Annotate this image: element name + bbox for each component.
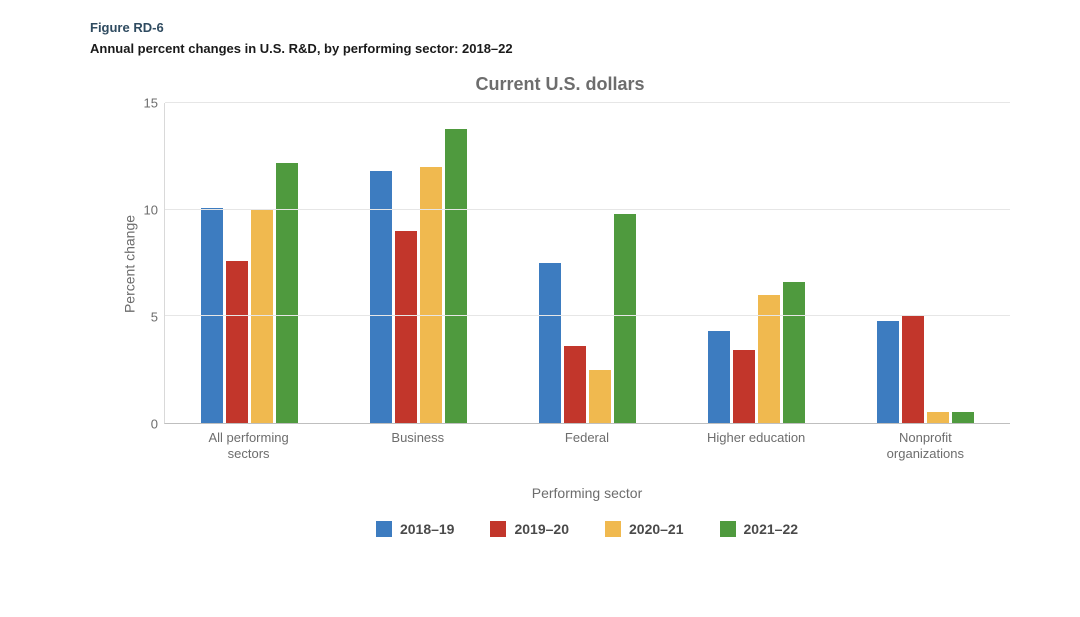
legend-swatch: [490, 521, 506, 537]
legend-swatch: [720, 521, 736, 537]
legend-label: 2020–21: [629, 521, 684, 537]
y-tick: 10: [144, 203, 158, 218]
y-tick: 0: [151, 417, 158, 432]
y-tick: 5: [151, 310, 158, 325]
y-tick: 15: [144, 96, 158, 111]
bar-group: [201, 163, 298, 423]
bar: [733, 350, 755, 423]
gridline: [165, 209, 1010, 210]
bar-group: [539, 214, 636, 423]
y-axis-ticks: 051015: [134, 103, 164, 424]
bar-groups: [165, 103, 1010, 423]
bar: [952, 412, 974, 423]
legend-item: 2021–22: [720, 521, 799, 537]
bar-group: [877, 316, 974, 423]
bar: [226, 261, 248, 423]
bar: [445, 129, 467, 423]
bar: [877, 321, 899, 423]
x-axis-title: Performing sector: [164, 485, 1010, 501]
bar-group: [370, 129, 467, 423]
gridline: [165, 102, 1010, 103]
bar: [614, 214, 636, 423]
y-axis-title-wrap: Percent change: [110, 103, 134, 424]
legend-item: 2018–19: [376, 521, 455, 537]
legend-label: 2018–19: [400, 521, 455, 537]
legend-label: 2019–20: [514, 521, 569, 537]
bar: [539, 263, 561, 423]
chart: Current U.S. dollars Percent change 0 5 10…: [110, 74, 1010, 537]
legend-swatch: [605, 521, 621, 537]
bar-group: [708, 282, 805, 423]
x-tick-label: Federal: [527, 430, 647, 463]
legend-item: 2020–21: [605, 521, 684, 537]
legend-swatch: [376, 521, 392, 537]
bar: [902, 316, 924, 423]
bar: [758, 295, 780, 423]
bar: [708, 331, 730, 423]
x-tick-label: Business: [358, 430, 478, 463]
legend: 2018–19 2019–20 2020–21 2021–22: [164, 521, 1010, 537]
figure-title: Annual percent changes in U.S. R&D, by p…: [90, 41, 1040, 56]
bar: [395, 231, 417, 423]
plot-row: Percent change 051015: [110, 103, 1010, 424]
legend-item: 2019–20: [490, 521, 569, 537]
chart-title: Current U.S. dollars: [110, 74, 1010, 95]
plot-area: [164, 103, 1010, 424]
x-tick-label: Higher education: [696, 430, 816, 463]
legend-label: 2021–22: [744, 521, 799, 537]
bar: [589, 370, 611, 423]
x-axis-labels: All performing sectors Business Federal Hig…: [164, 430, 1010, 463]
bar: [420, 167, 442, 423]
gridline: [165, 315, 1010, 316]
bar: [564, 346, 586, 423]
bar: [783, 282, 805, 423]
x-tick-label: All performing sectors: [189, 430, 309, 463]
x-tick-label: Nonprofit organizations: [865, 430, 985, 463]
figure-label: Figure RD-6: [90, 20, 1040, 35]
bar: [276, 163, 298, 423]
figure-page: Figure RD-6 Annual percent changes in U.…: [0, 0, 1080, 617]
bar: [927, 412, 949, 423]
